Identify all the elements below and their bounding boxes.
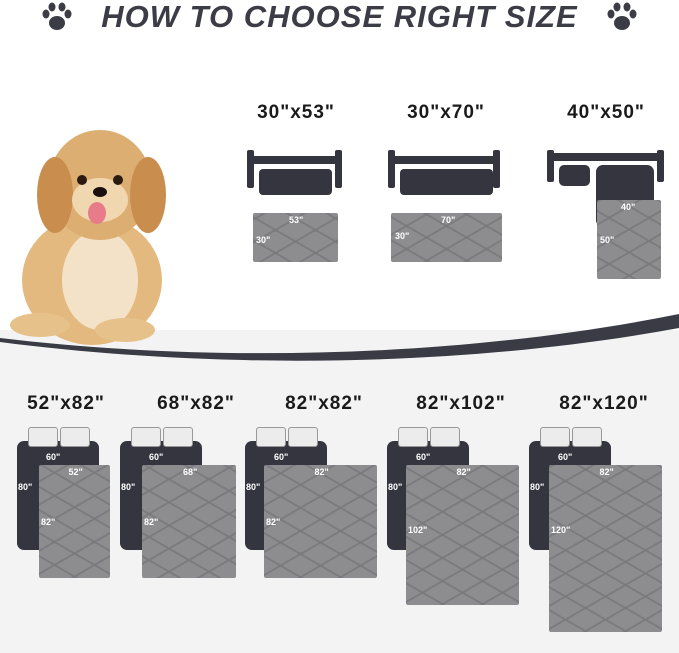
size-label: 68"x82" [157,393,235,414]
pad-shape: 68" 82" [142,465,236,578]
bed-width-label: 60" [274,452,289,462]
pad-width-label: 52" [68,467,83,477]
size-label: 30"x70" [407,102,485,123]
pad-length-label: 82" [144,517,159,527]
sofa-shape [657,150,664,182]
sofa-shape [547,153,664,161]
size-label: 30"x53" [257,102,335,123]
sofa-shape [335,150,342,188]
bed-width-label: 60" [416,452,431,462]
size-label: 82"x82" [285,393,363,414]
pad-width-label: 40" [621,202,636,212]
pillow [430,427,460,447]
pillow [398,427,428,447]
pillow [288,427,318,447]
size-label: 82"x120" [559,393,649,414]
sofa-cushion [559,165,590,186]
bed-width-label: 60" [149,452,164,462]
bed-length-label: 80" [388,482,403,492]
size-label: 52"x82" [27,393,105,414]
pillow [256,427,286,447]
pillow [28,427,58,447]
pad-width-label: 70" [441,215,456,225]
pad-width-label: 53" [289,215,304,225]
pad-30x70: 70" 30" [391,213,502,262]
pillow [572,427,602,447]
bed-width-label: 60" [558,452,573,462]
dog-image [10,130,166,345]
pad-width-label: 82" [314,467,329,477]
pillow [60,427,90,447]
pillow [540,427,570,447]
sofa-cushion [400,169,493,195]
sofa-shape [247,150,254,188]
pad-shape: 52" 82" [39,465,110,578]
pad-length-label: 120" [551,525,571,535]
sofa-shape [493,150,500,188]
pad-40x50: 40" 50" [597,200,661,279]
pad-length-label: 102" [408,525,428,535]
sofa-shape [388,156,500,164]
page-title: HOW TO CHOOSE RIGHT SIZE [101,0,578,34]
sofa-shape [247,156,342,164]
swoosh-divider [0,314,679,361]
pad-shape: 82" 102" [406,465,519,605]
bed-length-label: 80" [18,482,33,492]
paw-icon [42,2,72,30]
bed-length-label: 80" [121,482,136,492]
pad-length-label: 30" [395,231,410,241]
pad-30x53: 53" 30" [253,213,338,262]
pad-length-label: 50" [600,235,615,245]
size-label: 82"x102" [416,393,506,414]
bed-length-label: 80" [246,482,261,492]
sofa-shape [388,150,395,188]
sofa-shape [547,150,554,182]
pad-width-label: 82" [456,467,471,477]
pad-shape: 82" 82" [264,465,377,578]
pad-length-label: 82" [41,517,56,527]
bed-width-label: 60" [46,452,61,462]
pad-length-label: 82" [266,517,281,527]
paw-icon [607,2,637,30]
pad-shape: 82" 120" [549,465,662,632]
pillow [163,427,193,447]
pad-width-label: 68" [183,467,198,477]
pillow [131,427,161,447]
size-label: 40"x50" [567,102,645,123]
pad-width-label: 82" [599,467,614,477]
pad-length-label: 30" [256,235,271,245]
sofa-cushion [259,169,332,195]
bed-length-label: 80" [530,482,545,492]
